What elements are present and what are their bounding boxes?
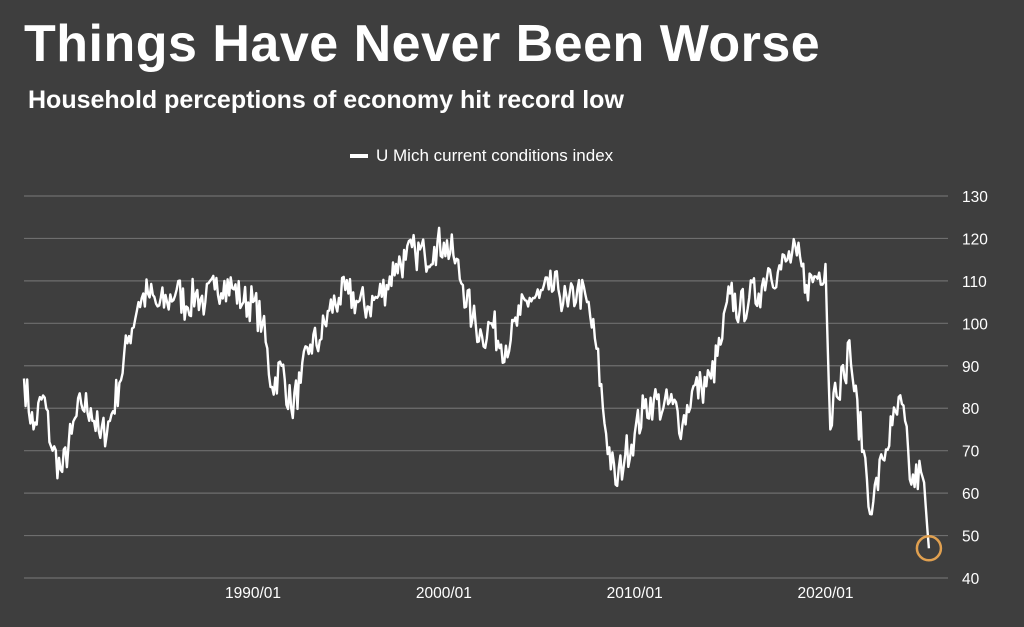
chart-title: Things Have Never Been Worse xyxy=(24,15,821,73)
y-tick-label: 60 xyxy=(962,486,980,503)
series-layer xyxy=(22,226,931,549)
y-tick-label: 100 xyxy=(962,316,988,333)
x-tick-label: 2010/01 xyxy=(607,585,663,602)
y-tick-label: 70 xyxy=(962,444,980,461)
legend-line-swatch xyxy=(350,154,368,158)
y-tick-label: 110 xyxy=(962,274,987,291)
x-tick-label: 1990/01 xyxy=(225,585,281,602)
legend: U Mich current conditions index xyxy=(350,146,613,166)
record-low-highlight-circle xyxy=(915,535,943,562)
y-tick-label: 120 xyxy=(962,231,988,248)
x-tick-label: 2000/01 xyxy=(416,585,472,602)
legend-label: U Mich current conditions index xyxy=(376,146,614,165)
marker-layer xyxy=(915,535,943,562)
y-tick-label: 90 xyxy=(962,359,980,376)
series-line xyxy=(22,226,931,549)
y-tick-label: 50 xyxy=(962,529,980,546)
chart-subtitle: Household perceptions of economy hit rec… xyxy=(28,86,624,114)
x-tick-label: 2020/01 xyxy=(798,585,854,602)
gridlines xyxy=(24,195,948,579)
y-axis-ticks: 130 120 110 100 90 80 70 60 50 40 xyxy=(962,189,988,588)
x-axis-ticks: 1990/01 2000/01 2010/01 2020/01 xyxy=(225,585,854,602)
y-tick-label: 80 xyxy=(962,401,980,418)
y-tick-label: 40 xyxy=(962,571,980,588)
y-tick-label: 130 xyxy=(962,189,988,206)
